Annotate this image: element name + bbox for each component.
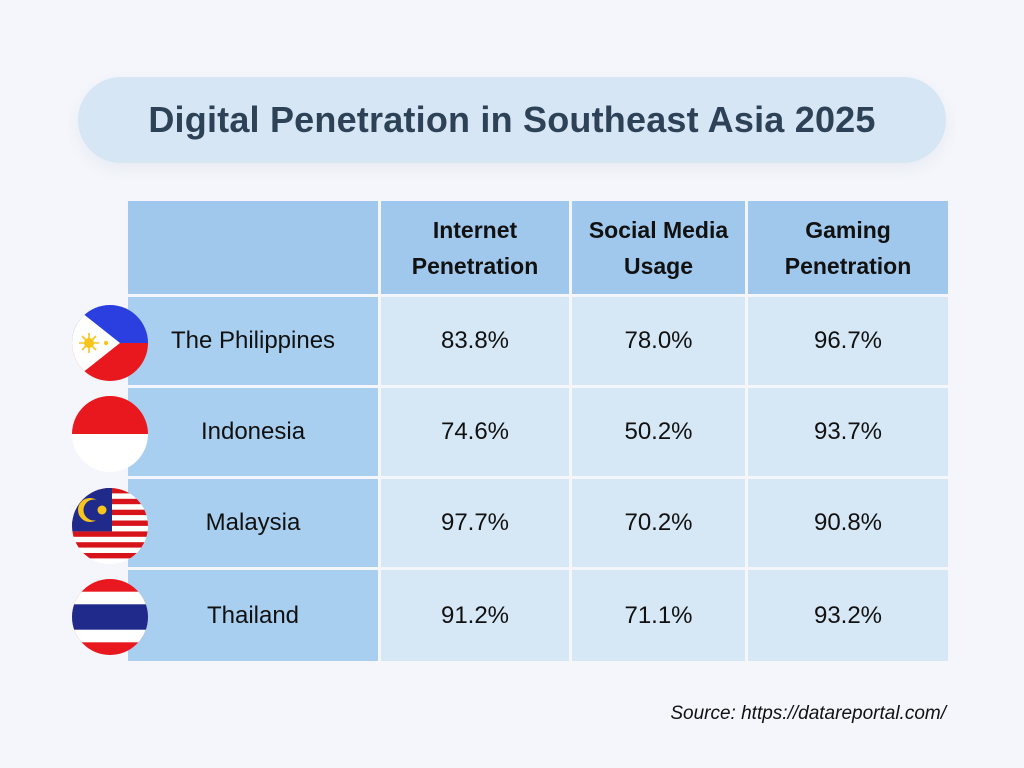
- header-cell-gaming: Gaming Penetration: [748, 201, 948, 297]
- gaming-cell: 93.7%: [748, 388, 948, 479]
- internet-cell: 91.2%: [381, 570, 572, 661]
- malaysia-flag-icon: [72, 488, 148, 564]
- data-table: Internet Penetration Social Media Usage …: [128, 201, 948, 661]
- social-media-cell: 78.0%: [572, 297, 748, 388]
- table-row: Indonesia 74.6% 50.2% 93.7%: [128, 388, 948, 479]
- gaming-cell: 90.8%: [748, 479, 948, 570]
- social-media-cell: 70.2%: [572, 479, 748, 570]
- philippines-flag-icon: [72, 305, 148, 381]
- header-cell-internet: Internet Penetration: [381, 201, 572, 297]
- country-cell: Thailand: [128, 570, 381, 661]
- country-cell: Malaysia: [128, 479, 381, 570]
- header-cell-empty: [128, 201, 381, 297]
- internet-cell: 74.6%: [381, 388, 572, 479]
- social-media-cell: 71.1%: [572, 570, 748, 661]
- country-cell: The Philippines: [128, 297, 381, 388]
- internet-cell: 97.7%: [381, 479, 572, 570]
- country-cell: Indonesia: [128, 388, 381, 479]
- gaming-cell: 96.7%: [748, 297, 948, 388]
- table-row: Thailand 91.2% 71.1% 93.2%: [128, 570, 948, 661]
- indonesia-flag-icon: [72, 396, 148, 472]
- header-cell-social-media: Social Media Usage: [572, 201, 748, 297]
- source-note: Source: https://datareportal.com/: [670, 703, 946, 724]
- table-row: The Philippines 83.8% 78.0% 96.7%: [128, 297, 948, 388]
- social-media-cell: 50.2%: [572, 388, 748, 479]
- title-banner: Digital Penetration in Southeast Asia 20…: [78, 77, 946, 163]
- gaming-cell: 93.2%: [748, 570, 948, 661]
- table-row: Malaysia 97.7% 70.2% 90.8%: [128, 479, 948, 570]
- internet-cell: 83.8%: [381, 297, 572, 388]
- chart-title: Digital Penetration in Southeast Asia 20…: [148, 99, 876, 140]
- table-header-row: Internet Penetration Social Media Usage …: [128, 201, 948, 297]
- thailand-flag-icon: [72, 579, 148, 655]
